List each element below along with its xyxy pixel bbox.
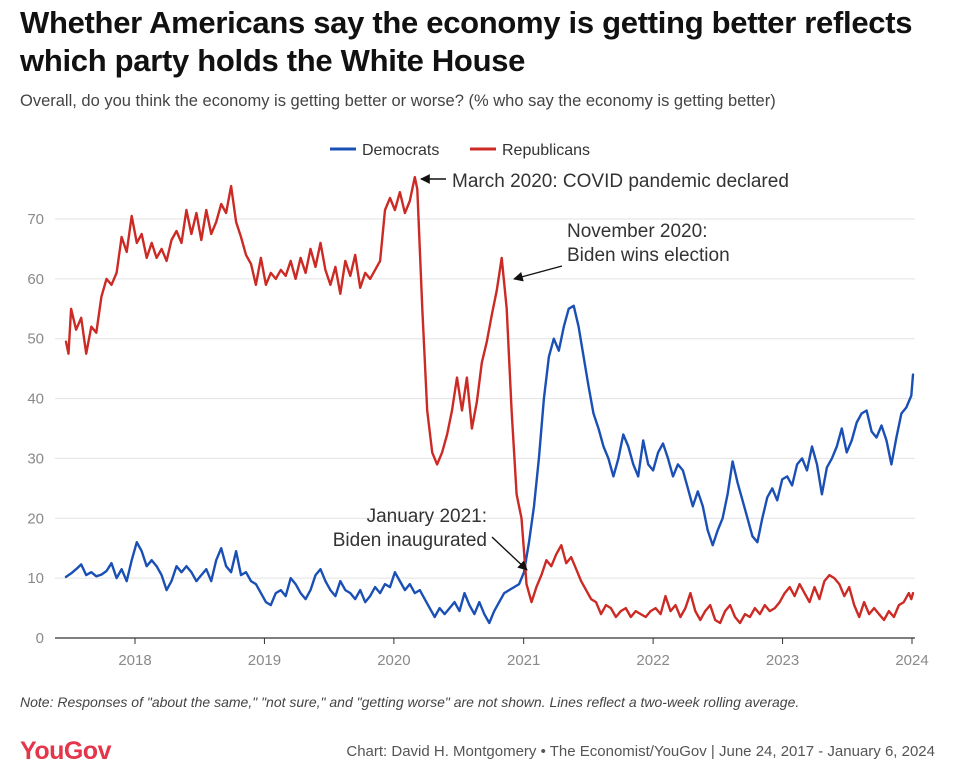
chart-subtitle: Overall, do you think the economy is get… — [20, 92, 776, 110]
x-tick-label-2021: 2021 — [507, 652, 540, 669]
line-chart: 0 10 20 30 40 50 60 70 2018 2019 2020 2021 2022 2023… — [27, 142, 929, 669]
y-axis-ticks: 0 10 20 30 40 50 60 70 — [27, 211, 44, 647]
gridlines — [55, 218, 915, 639]
y-tick-label-0: 0 — [36, 630, 44, 647]
y-tick-label-40: 40 — [27, 391, 44, 408]
x-tick-label-2023: 2023 — [766, 652, 799, 669]
x-tick-label-2019: 2019 — [248, 652, 281, 669]
annotation-arrow-election — [513, 265, 563, 282]
y-tick-label-20: 20 — [27, 510, 44, 527]
annotations: March 2020: COVID pandemic declared Novem… — [333, 171, 789, 571]
annotation-election: November 2020: Biden wins election — [567, 221, 730, 266]
series-lines — [64, 175, 915, 625]
legend-label-republicans: Republicans — [502, 142, 590, 159]
x-axis-ticks: 2018 2019 2020 2021 2022 2023 2024 — [118, 638, 929, 669]
y-tick-label-30: 30 — [27, 450, 44, 467]
annotation-covid: March 2020: COVID pandemic declared — [452, 171, 789, 192]
legend: Democrats Republicans — [330, 142, 590, 159]
footnote: Note: Responses of "about the same," "no… — [20, 694, 800, 710]
annotation-arrow-inaug — [491, 536, 528, 571]
y-tick-label-70: 70 — [27, 211, 44, 228]
series-line-republicans — [64, 175, 915, 625]
annotation-inaug: January 2021: Biden inaugurated — [333, 506, 487, 551]
yougov-logo: YouGov — [20, 737, 111, 765]
y-tick-label-10: 10 — [27, 570, 44, 587]
x-tick-label-2020: 2020 — [377, 652, 410, 669]
x-tick-label-2018: 2018 — [118, 652, 151, 669]
x-tick-label-2024: 2024 — [895, 652, 928, 669]
series-line-democrats — [64, 304, 915, 625]
chart-credit: Chart: David H. Montgomery • The Economi… — [346, 743, 935, 760]
legend-label-democrats: Democrats — [362, 142, 439, 159]
x-tick-label-2022: 2022 — [636, 652, 669, 669]
chart-title: Whether Americans say the economy is get… — [20, 5, 913, 78]
y-tick-label-50: 50 — [27, 331, 44, 348]
y-tick-label-60: 60 — [27, 271, 44, 288]
